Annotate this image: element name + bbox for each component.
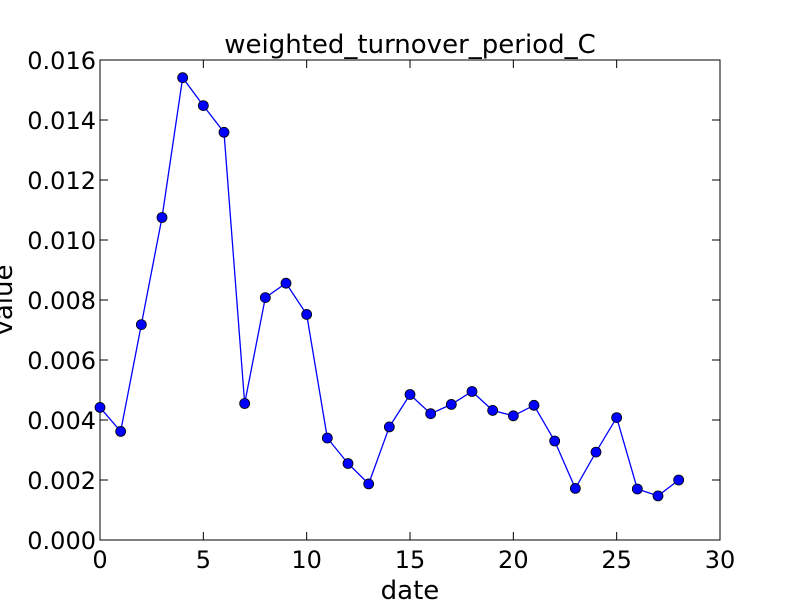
data-point xyxy=(321,432,333,444)
chart-title: weighted_turnover_period_C xyxy=(224,30,596,60)
plot-frame xyxy=(99,59,721,541)
data-point xyxy=(611,412,623,424)
y-tick-label: 0.008 xyxy=(27,287,96,315)
data-point xyxy=(239,398,251,409)
data-point xyxy=(466,386,478,397)
x-tick-label: 30 xyxy=(705,546,736,574)
data-point xyxy=(156,212,168,223)
data-point xyxy=(445,398,457,410)
data-point xyxy=(652,490,664,502)
x-tick-label: 5 xyxy=(196,546,211,574)
data-point xyxy=(363,478,375,490)
plot-area: 0 5 10 15 20 25 30 0.000 0.002 0.004 0.006 0.008 0.0… xyxy=(27,47,735,574)
y-tick-label: 0.004 xyxy=(27,407,96,435)
x-tick-label: 25 xyxy=(601,546,632,574)
y-tick-label: 0.010 xyxy=(27,227,96,255)
data-point xyxy=(197,100,209,111)
data-point xyxy=(487,404,499,416)
data-point xyxy=(404,389,416,400)
data-point xyxy=(507,410,519,422)
data-point xyxy=(383,421,395,433)
y-tick-label: 0.014 xyxy=(27,107,96,135)
data-point xyxy=(549,435,561,447)
data-point xyxy=(218,126,230,138)
data-point xyxy=(342,458,354,469)
data-point xyxy=(115,425,127,437)
data-point xyxy=(259,292,271,304)
data-point xyxy=(94,401,106,413)
data-point xyxy=(673,474,685,486)
data-point xyxy=(528,399,540,411)
data-point xyxy=(590,446,602,458)
y-tick-label: 0.002 xyxy=(27,467,96,495)
y-tick-label: 0.000 xyxy=(27,527,96,555)
data-point xyxy=(280,277,292,289)
data-point xyxy=(631,483,643,495)
data-point xyxy=(135,319,147,331)
data-point xyxy=(569,482,581,494)
x-tick-label: 20 xyxy=(498,546,529,574)
data-point xyxy=(301,308,313,320)
x-tick-label: 10 xyxy=(291,546,322,574)
x-tick-label: 15 xyxy=(395,546,426,574)
x-tick-label: 0 xyxy=(92,546,107,574)
y-tick-label: 0.016 xyxy=(27,47,96,75)
data-point xyxy=(177,72,189,84)
y-axis-label: value xyxy=(0,264,19,335)
x-axis-label: date xyxy=(381,576,440,600)
data-point xyxy=(425,408,437,420)
y-tick-label: 0.012 xyxy=(27,167,96,195)
y-tick-label: 0.006 xyxy=(27,347,96,375)
